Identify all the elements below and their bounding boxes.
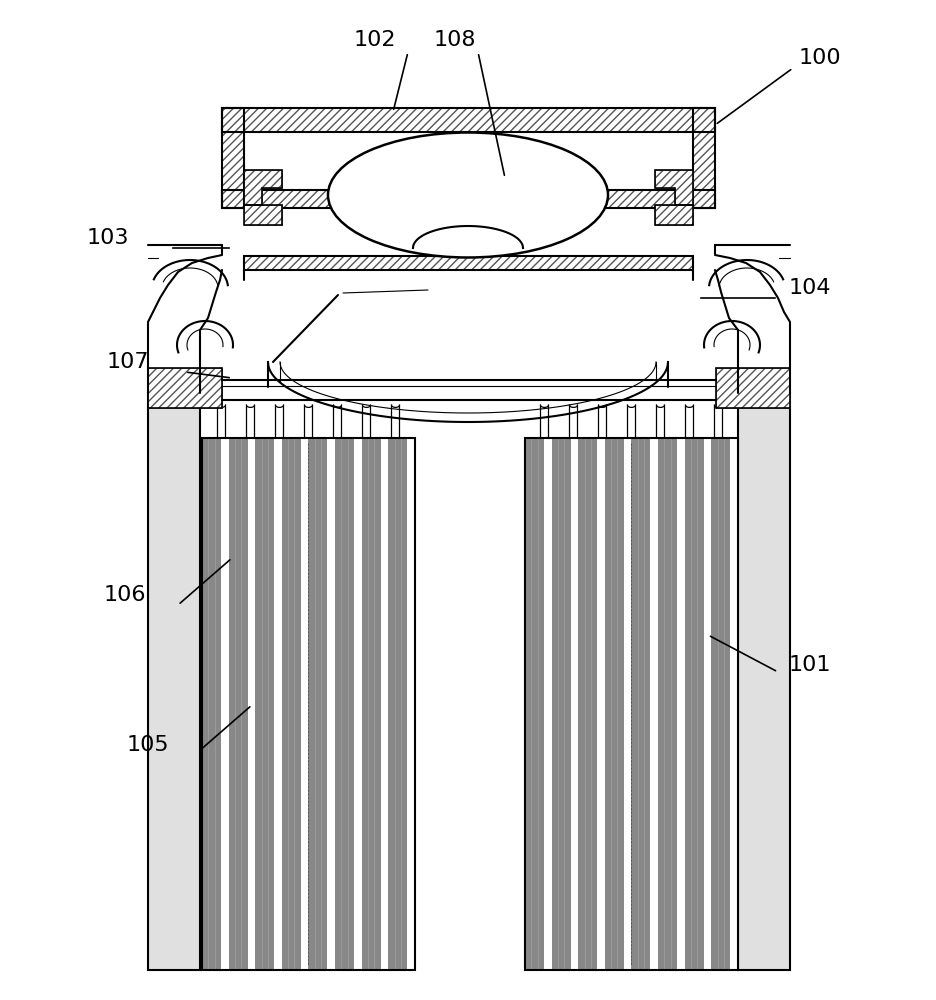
Polygon shape <box>243 170 282 205</box>
Polygon shape <box>243 205 282 225</box>
Polygon shape <box>361 438 380 970</box>
Polygon shape <box>148 368 222 408</box>
Polygon shape <box>202 438 221 970</box>
Polygon shape <box>631 438 650 970</box>
Polygon shape <box>654 205 693 225</box>
Polygon shape <box>148 393 199 970</box>
Text: 108: 108 <box>433 30 475 50</box>
Ellipse shape <box>328 132 607 257</box>
Text: 107: 107 <box>107 352 149 372</box>
Polygon shape <box>228 438 247 970</box>
Text: 102: 102 <box>354 30 396 50</box>
Polygon shape <box>693 108 714 208</box>
Polygon shape <box>578 438 596 970</box>
Polygon shape <box>715 368 789 408</box>
Polygon shape <box>551 438 570 970</box>
Polygon shape <box>222 190 714 208</box>
Polygon shape <box>654 170 693 205</box>
Text: 103: 103 <box>87 228 129 248</box>
Text: 101: 101 <box>788 655 830 675</box>
Polygon shape <box>222 108 714 132</box>
Polygon shape <box>524 438 738 970</box>
Polygon shape <box>684 438 703 970</box>
Polygon shape <box>657 438 677 970</box>
Polygon shape <box>202 438 415 970</box>
Polygon shape <box>222 108 243 208</box>
Polygon shape <box>710 438 729 970</box>
Text: 106: 106 <box>104 585 146 605</box>
Text: 100: 100 <box>797 48 841 68</box>
Polygon shape <box>282 438 300 970</box>
Polygon shape <box>605 438 623 970</box>
Polygon shape <box>524 438 543 970</box>
Polygon shape <box>738 393 789 970</box>
Polygon shape <box>243 256 693 270</box>
Polygon shape <box>308 438 327 970</box>
Text: 105: 105 <box>126 735 169 755</box>
Polygon shape <box>335 438 354 970</box>
Polygon shape <box>388 438 407 970</box>
Polygon shape <box>255 438 274 970</box>
Text: 104: 104 <box>788 278 830 298</box>
Polygon shape <box>243 130 693 190</box>
